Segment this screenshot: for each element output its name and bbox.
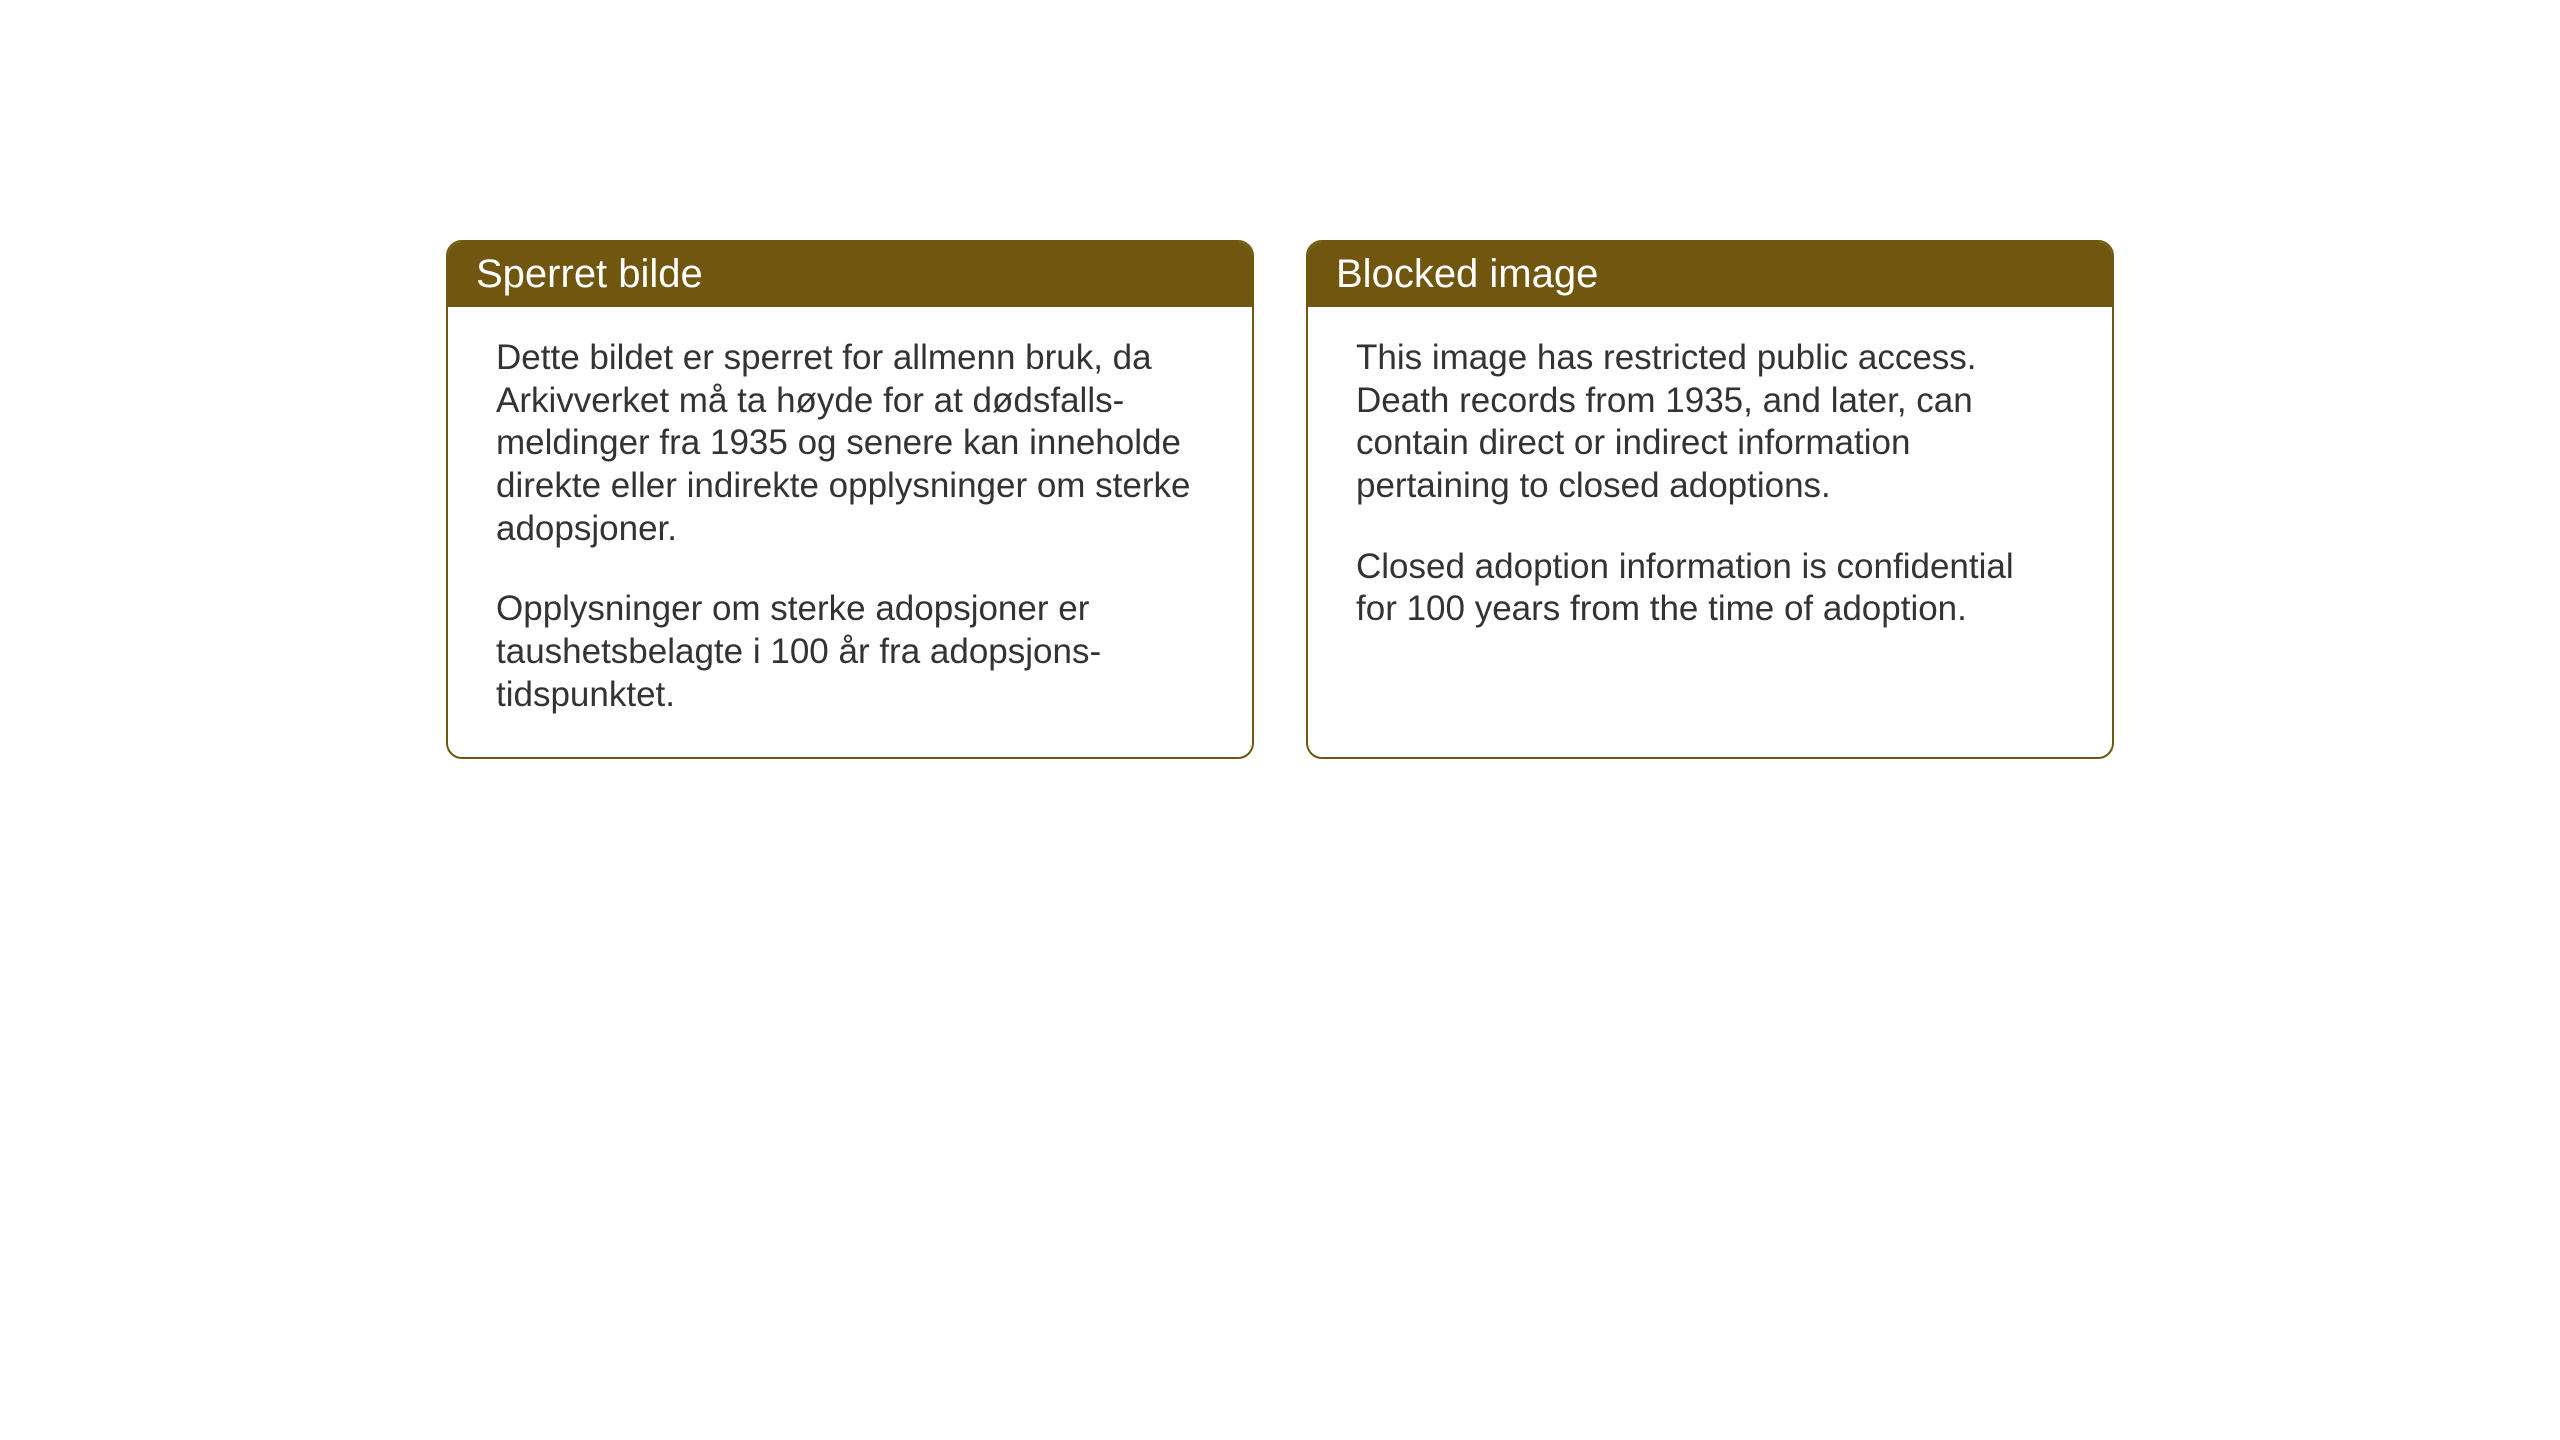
card-paragraph-2-norwegian: Opplysninger om sterke adopsjoner er tau…	[496, 588, 1204, 716]
card-title-norwegian: Sperret bilde	[476, 252, 703, 296]
card-header-english: Blocked image	[1308, 242, 2112, 307]
cards-container: Sperret bilde Dette bildet er sperret fo…	[446, 240, 2114, 759]
card-paragraph-1-english: This image has restricted public access.…	[1356, 337, 2064, 508]
card-body-norwegian: Dette bildet er sperret for allmenn bruk…	[448, 307, 1252, 757]
card-paragraph-2-english: Closed adoption information is confident…	[1356, 546, 2064, 631]
card-header-norwegian: Sperret bilde	[448, 242, 1252, 307]
card-english: Blocked image This image has restricted …	[1306, 240, 2114, 759]
card-body-english: This image has restricted public access.…	[1308, 307, 2112, 757]
card-paragraph-1-norwegian: Dette bildet er sperret for allmenn bruk…	[496, 337, 1204, 550]
card-title-english: Blocked image	[1336, 252, 1598, 296]
card-norwegian: Sperret bilde Dette bildet er sperret fo…	[446, 240, 1254, 759]
